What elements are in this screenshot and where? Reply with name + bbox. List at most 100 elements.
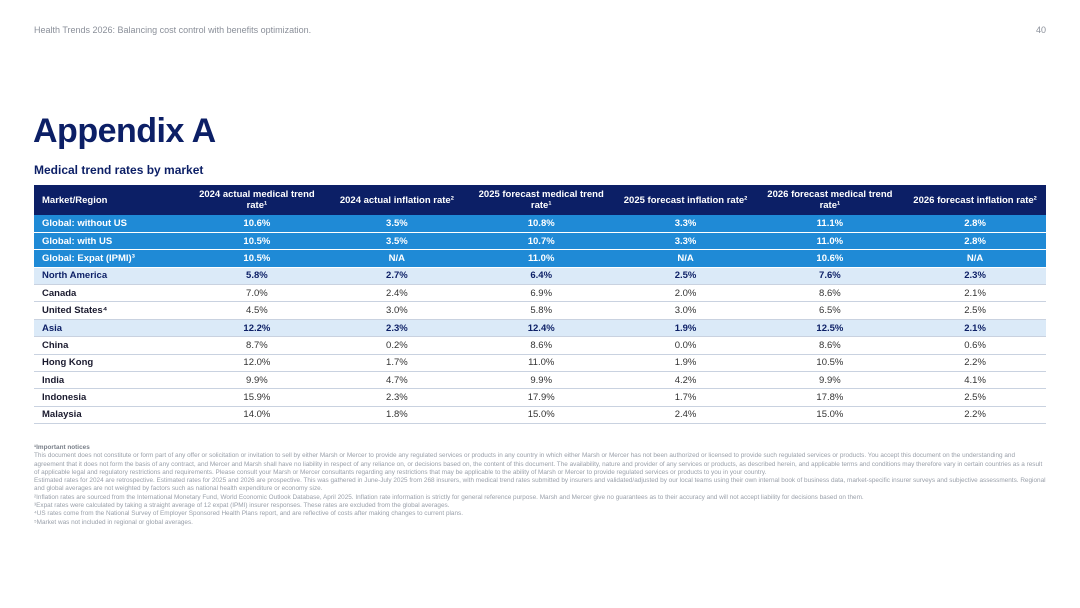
column-header: Market/Region (42, 194, 108, 206)
rate-cell: 2.3% (386, 392, 408, 404)
rate-cell: 12.2% (243, 322, 271, 334)
rate-cell: 8.7% (246, 339, 268, 351)
rate-cell: 6.4% (530, 270, 553, 282)
rate-cell: 1.8% (386, 409, 408, 421)
footnote-line: Estimated rates for 2024 are retrospecti… (34, 477, 1046, 493)
rate-cell: 11.0% (528, 357, 555, 369)
rate-cell: 6.5% (819, 305, 841, 317)
rate-cell: 3.0% (386, 305, 408, 317)
footnote-title: ¹Important notices (34, 444, 90, 451)
rate-cell: 2.5% (674, 270, 697, 282)
rate-cell: N/A (966, 252, 984, 264)
rate-cell: 9.9% (819, 374, 841, 386)
rate-cell: 6.9% (530, 287, 553, 299)
column-header: 2025 forecast medical trend rate¹ (478, 189, 604, 211)
rate-cell: 12.0% (243, 357, 271, 369)
rate-cell: 10.6% (816, 252, 844, 264)
rate-cell: 10.7% (527, 235, 555, 247)
rate-cell: 2.3% (964, 270, 986, 282)
rate-cell: 3.3% (674, 217, 697, 229)
rate-cell: 9.9% (246, 374, 268, 386)
market-name-cell: Canada (42, 287, 77, 299)
market-name-cell: Malaysia (42, 409, 82, 421)
rate-cell: 2.5% (964, 305, 986, 317)
table-row: Malaysia 14.0% 1.8% 15.0% 2.4% 15.0% 2.2% (34, 406, 1046, 424)
market-name-cell: Asia (42, 322, 63, 334)
rate-cell: 2.3% (386, 322, 408, 334)
footnote-line: ⁵Market was not included in regional or … (34, 518, 193, 526)
rate-cell: 10.5% (816, 357, 844, 369)
rate-cell: 12.4% (527, 322, 555, 334)
rate-cell: 17.9% (527, 392, 555, 404)
rate-cell: 8.6% (819, 287, 841, 299)
rate-cell: 2.1% (964, 322, 986, 334)
rate-cell: 1.9% (674, 322, 697, 334)
rate-cell: 17.8% (816, 392, 844, 404)
rate-cell: 8.6% (530, 339, 553, 351)
page-title: Appendix A (33, 112, 216, 150)
market-name-cell: Global: with US (42, 235, 113, 247)
footnote-line: ²Inflation rates are sourced from the In… (34, 493, 864, 501)
rate-cell: 2.2% (964, 409, 986, 421)
rate-cell: 2.0% (674, 287, 697, 299)
rate-cell: 1.9% (674, 357, 697, 369)
column-header: 2026 forecast inflation rate² (913, 194, 1037, 206)
rate-cell: 2.1% (964, 287, 986, 299)
rate-cell: 10.5% (243, 252, 271, 264)
rate-cell: 2.2% (964, 357, 986, 369)
rate-cell: 2.7% (386, 270, 408, 282)
rate-cell: 12.5% (816, 322, 844, 334)
rate-cell: 15.9% (243, 392, 271, 404)
rate-cell: 4.2% (674, 374, 697, 386)
rate-cell: 2.4% (386, 287, 408, 299)
rate-cell: 0.6% (964, 339, 986, 351)
rate-cell: 15.0% (816, 409, 844, 421)
rate-cell: 11.1% (816, 217, 844, 229)
rate-cell: 3.0% (674, 305, 697, 317)
market-name-cell: China (42, 339, 69, 351)
rate-cell: N/A (677, 252, 694, 264)
column-header: 2024 actual inflation rate² (339, 194, 454, 206)
rate-cell: 2.8% (964, 235, 986, 247)
rate-cell: 1.7% (386, 357, 408, 369)
rate-cell: 4.5% (246, 305, 268, 317)
rate-cell: 10.5% (243, 235, 271, 247)
rate-cell: 3.3% (674, 235, 697, 247)
column-header: 2026 forecast medical trend rate¹ (767, 189, 893, 211)
table-row: North America 5.8% 2.7% 6.4% 2.5% 7.6% 2.3% (34, 267, 1046, 285)
table-row: Global: Expat (IPMI)³ 10.5% N/A 11.0% N/A 10.… (34, 249, 1046, 268)
table-subtitle: Medical trend rates by market (34, 163, 204, 177)
rate-cell: 4.7% (386, 374, 408, 386)
rate-cell: 11.0% (527, 252, 555, 264)
table-header-row: Market/Region 2024 actual medical trend … (34, 185, 1046, 215)
rate-cell: 2.5% (964, 392, 986, 404)
document-title: Health Trends 2026: Balancing cost contr… (34, 25, 312, 35)
rate-cell: 8.6% (819, 339, 841, 351)
table-row: Asia 12.2% 2.3% 12.4% 1.9% 12.5% 2.1% (34, 319, 1046, 337)
footnote-line: ⁴US rates come from the National Survey … (34, 510, 463, 518)
rate-cell: 11.0% (816, 235, 844, 247)
rate-cell: 5.8% (530, 305, 553, 317)
market-name-cell: Global: Expat (IPMI)³ (42, 252, 135, 264)
rate-cell: 0.2% (386, 339, 408, 351)
market-name-cell: United States⁴ (42, 305, 108, 317)
table-row: United States⁴ 4.5% 3.0% 5.8% 3.0% 6.5% 2.5% (34, 301, 1046, 320)
medical-trend-table: Market/Region 2024 actual medical trend … (34, 185, 1046, 424)
footnotes: ¹Important notices This document does no… (34, 444, 1046, 527)
market-name-cell: North America (42, 270, 108, 282)
table-body: Global: without US 10.6% 3.5% 10.8% 3.3% 11.1… (34, 215, 1046, 424)
column-header: 2025 forecast inflation rate² (623, 194, 748, 206)
rate-cell: 2.8% (964, 217, 986, 229)
rate-cell: 3.5% (386, 217, 408, 229)
rate-cell: 7.0% (246, 287, 268, 299)
rate-cell: 10.6% (243, 217, 271, 229)
table-row: Indonesia 15.9% 2.3% 17.9% 1.7% 17.8% 2.5% (34, 388, 1046, 407)
rate-cell: 9.9% (530, 374, 553, 386)
rate-cell: 10.8% (527, 217, 555, 229)
rate-cell: 5.8% (246, 270, 268, 282)
footnote-line: This document does not constitute or for… (34, 452, 1043, 476)
market-name-cell: Hong Kong (42, 357, 94, 369)
table-row: India 9.9% 4.7% 9.9% 4.2% 9.9% 4.1% (34, 371, 1046, 389)
rate-cell: 0.0% (674, 339, 697, 351)
rate-cell: 3.5% (386, 235, 408, 247)
